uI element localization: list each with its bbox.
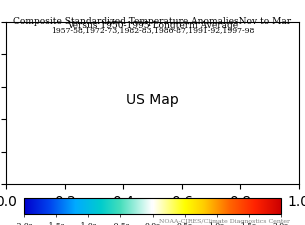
Text: 1957-58,1972-73,1982-83,1986-87,1991-92,1997-98: 1957-58,1972-73,1982-83,1986-87,1991-92,…: [51, 26, 254, 34]
Text: NOAA-CIRES/Climate Diagnostics Center: NOAA-CIRES/Climate Diagnostics Center: [159, 218, 290, 223]
Text: US Map: US Map: [126, 92, 179, 106]
Text: Composite Standardized Temperature AnomaliesNov to Mar: Composite Standardized Temperature Anoma…: [13, 17, 292, 26]
Text: Versus 1950-1995 Longterm Average: Versus 1950-1995 Longterm Average: [67, 21, 238, 30]
